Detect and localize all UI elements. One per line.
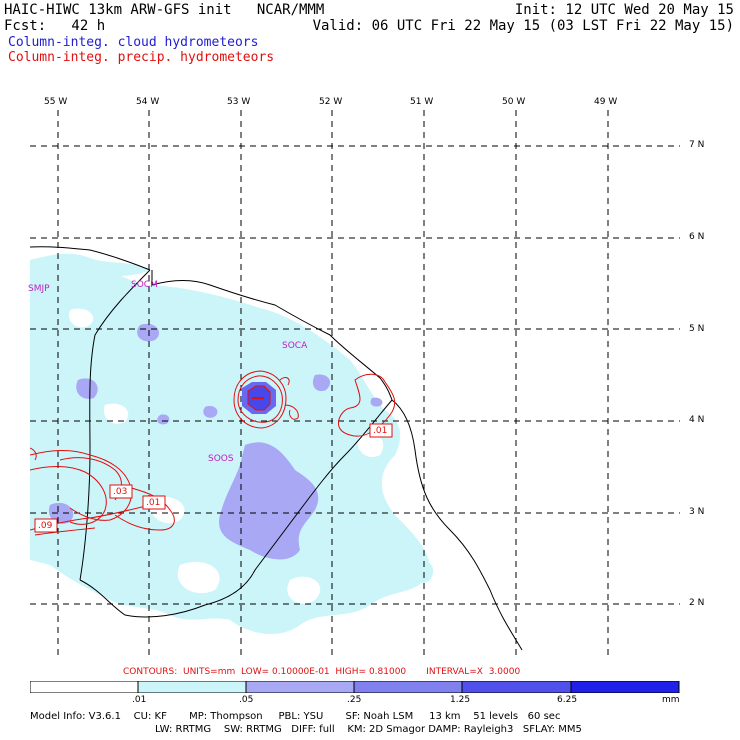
lat-label: 2 N xyxy=(689,598,705,608)
strong-cell xyxy=(242,382,276,414)
colorbar-tick: 6.25 xyxy=(557,695,578,705)
forecast-hour: Fcst: 42 h xyxy=(4,18,106,34)
cloud-shade-medium xyxy=(48,323,383,560)
title-model: HAIC-HIWC 13km ARW-GFS init NCAR/MMM xyxy=(4,2,325,18)
contours-info: CONTOURS: UNITS=mm LOW= 0.10000E-01 HIGH… xyxy=(123,667,521,677)
lat-label: 4 N xyxy=(689,415,705,425)
init-time: Init: 12 UTC Wed 20 May 15 xyxy=(514,2,734,18)
forecast-map xyxy=(30,110,680,655)
contour-label: .01 xyxy=(373,426,388,436)
colorbar-tick: .05 xyxy=(239,695,254,705)
lon-label: 50 W xyxy=(502,97,526,107)
lat-label: 7 N xyxy=(689,140,705,150)
coastline xyxy=(30,246,523,651)
valid-time: Valid: 06 UTC Fri 22 May 15 (03 LST Fri … xyxy=(312,18,734,34)
contour-label: .09 xyxy=(38,521,53,531)
colorbar-tick: .25 xyxy=(347,695,362,705)
lat-label: 6 N xyxy=(689,232,705,242)
colorbar-tick: .01 xyxy=(132,695,147,705)
field-cloud-label: Column-integ. cloud hydrometeors xyxy=(8,35,259,50)
model-info-line1: Model Info: V3.6.1 CU: KF MP: Thompson P… xyxy=(30,711,561,722)
colorbar-tick: 1.25 xyxy=(450,695,471,705)
lon-label: 52 W xyxy=(319,97,343,107)
colorbar xyxy=(30,681,680,693)
station-label: SMJP xyxy=(28,284,50,294)
lon-label: 54 W xyxy=(136,97,160,107)
model-info-line2: LW: RRTMG SW: RRTMG DIFF: full KM: 2D Sm… xyxy=(155,724,582,735)
lat-lon-grid xyxy=(30,110,680,655)
lon-label: 51 W xyxy=(410,97,434,107)
station-label: SOOS xyxy=(208,454,234,464)
field-precip-label: Column-integ. precip. hydrometeors xyxy=(8,50,275,65)
station-label: SOCM xyxy=(131,280,158,290)
lon-label: 49 W xyxy=(594,97,618,107)
contour-label: .03 xyxy=(113,487,128,497)
contour-label-boxes xyxy=(34,423,393,533)
lat-label: 5 N xyxy=(689,324,705,334)
lon-label: 55 W xyxy=(44,97,68,107)
lat-label: 3 N xyxy=(689,507,705,517)
cloud-shade-light xyxy=(30,253,434,635)
lon-label: 53 W xyxy=(227,97,251,107)
contour-label: .01 xyxy=(146,498,161,508)
station-label: SOCA xyxy=(282,341,308,351)
colorbar-units: mm xyxy=(662,695,680,705)
